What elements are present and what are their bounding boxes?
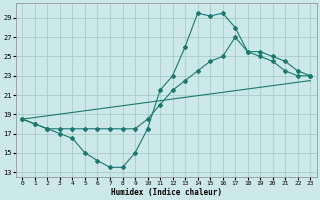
X-axis label: Humidex (Indice chaleur): Humidex (Indice chaleur): [111, 188, 222, 197]
